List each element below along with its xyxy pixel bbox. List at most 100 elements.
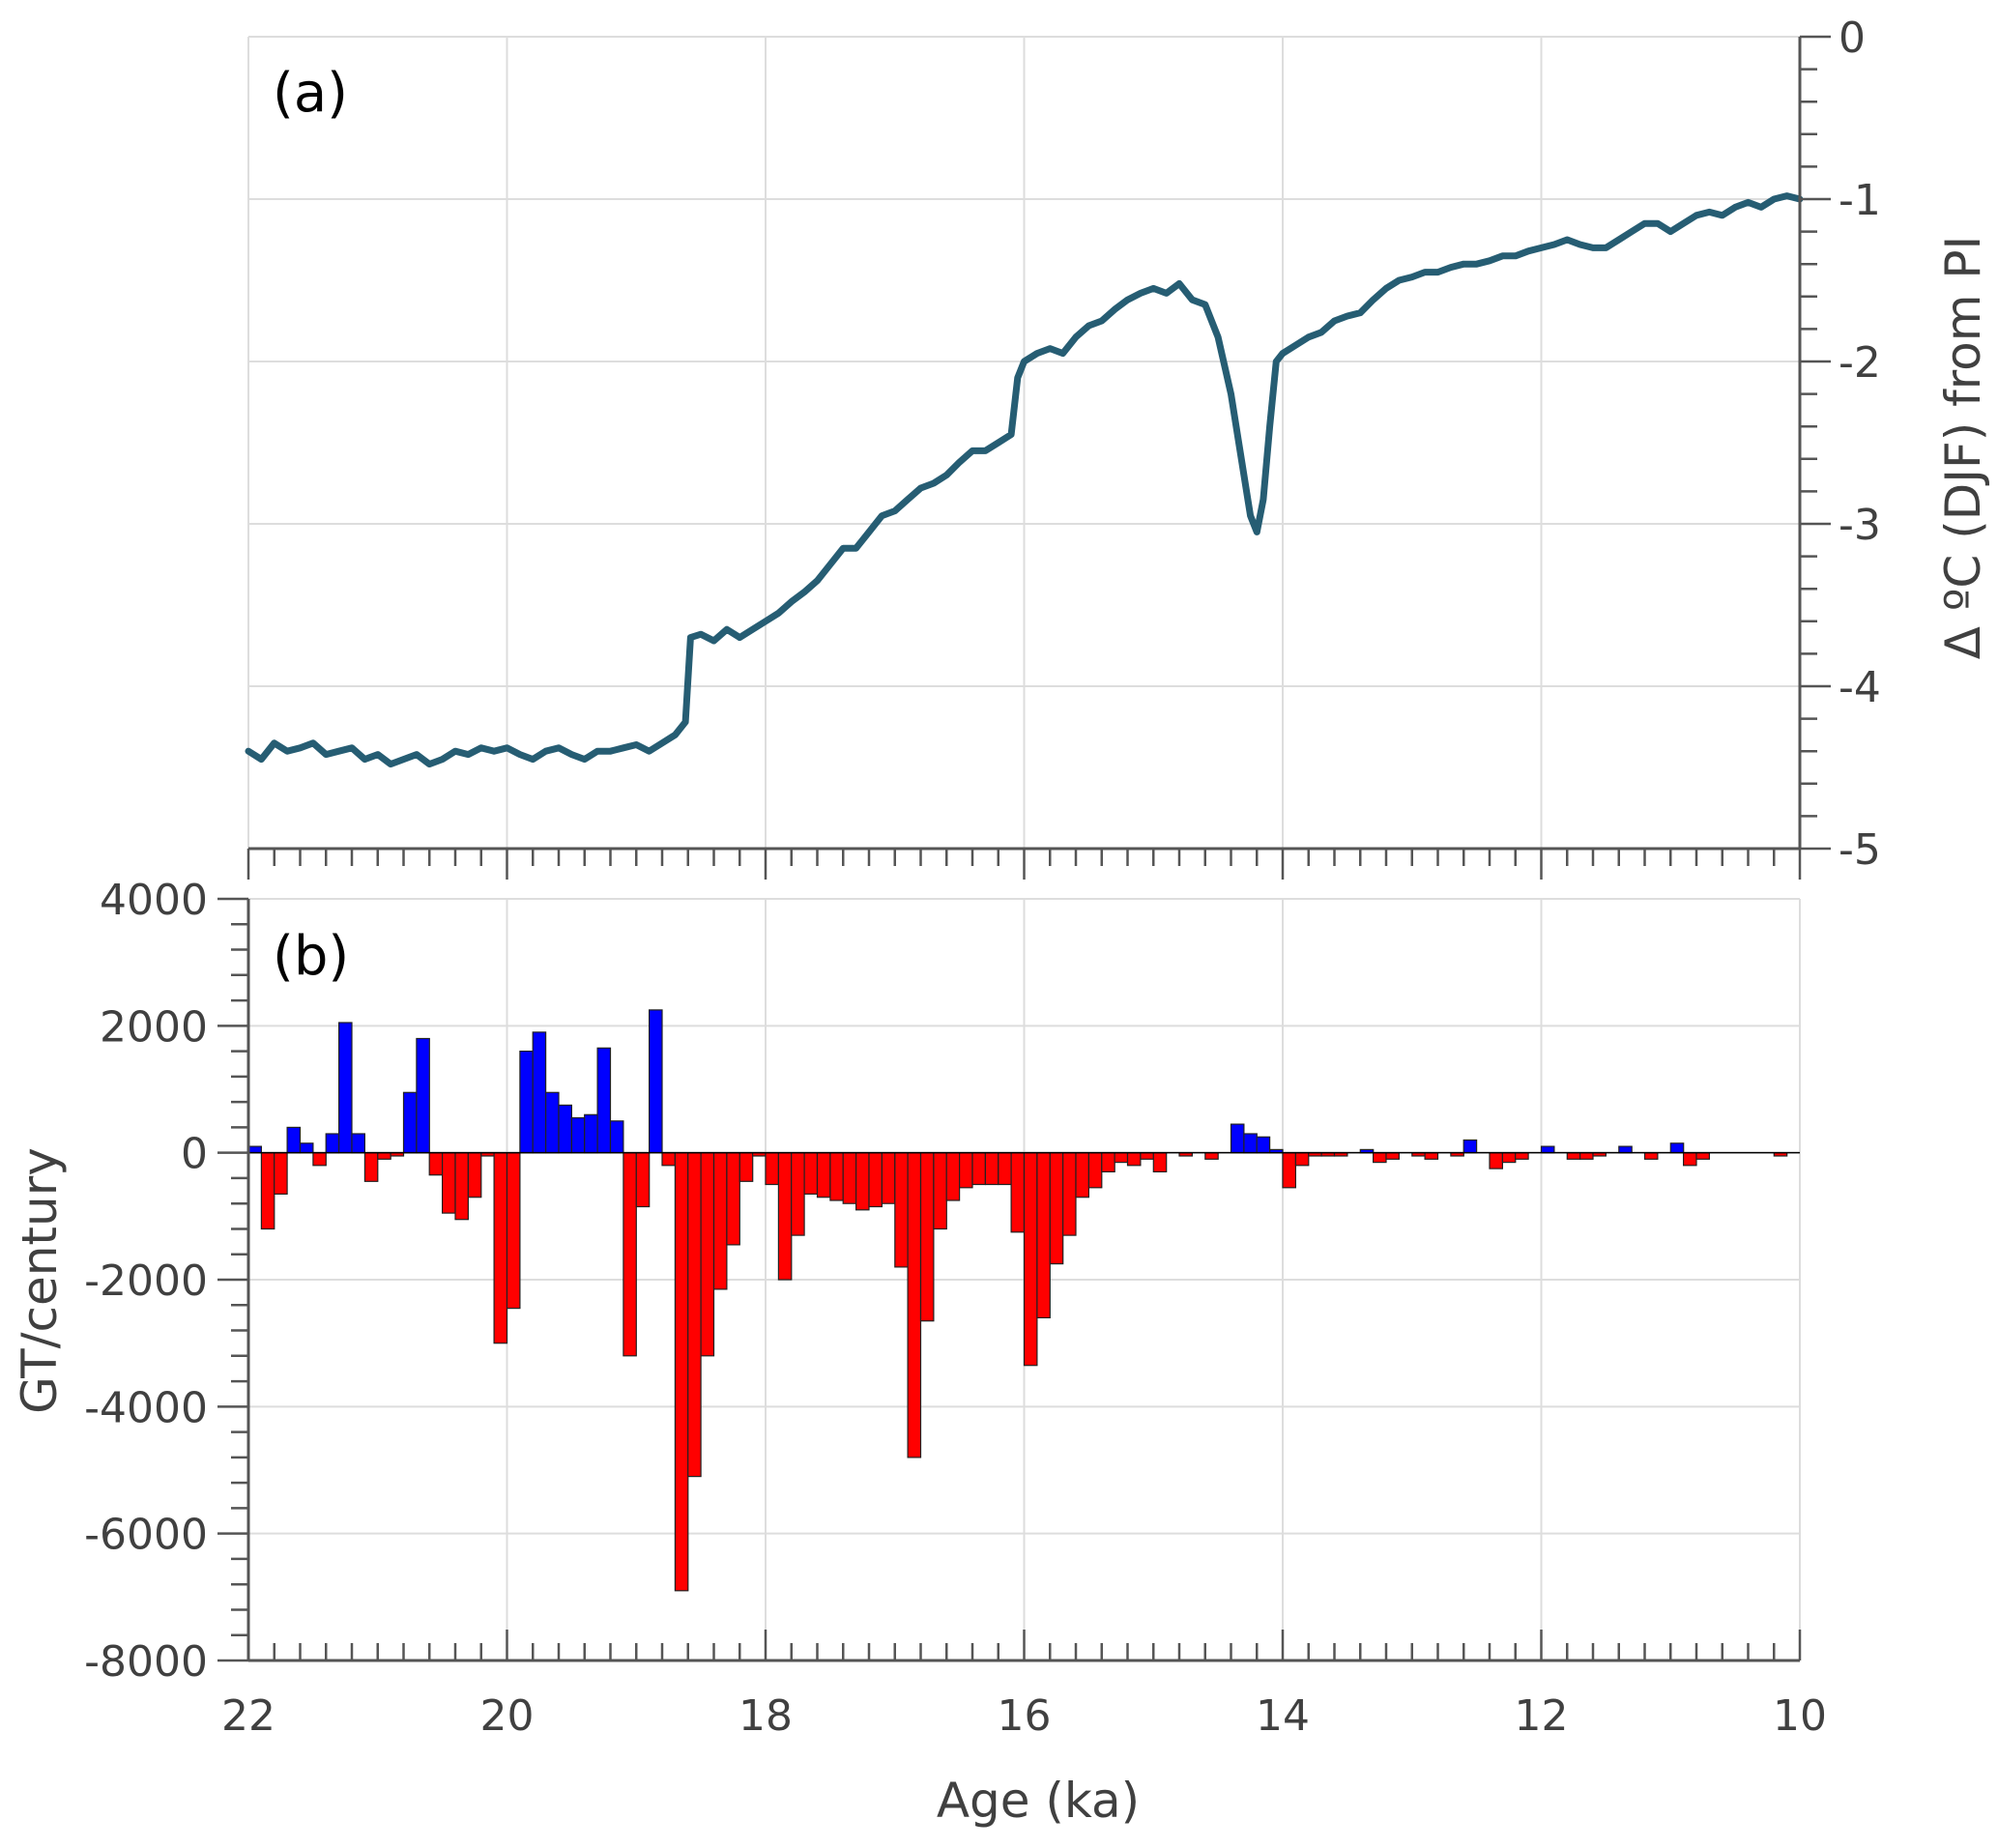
panel-b-x-tick-label-0: 22	[221, 1691, 275, 1741]
panel-b-bar-5	[312, 1152, 327, 1167]
panel-a-y-tick-label-0: 0	[1839, 14, 1866, 63]
panel-b-bar-98	[1515, 1152, 1529, 1160]
panel-b-bar-14	[428, 1152, 444, 1176]
panel-b-bar-33	[674, 1152, 689, 1592]
panel-b-bar-52	[919, 1152, 935, 1322]
panel-b-x-tick-labels: 22 20 18 16 14 12 10	[221, 1691, 1827, 1741]
panel-b-bar-70	[1152, 1152, 1168, 1172]
panel-b-bar-63	[1061, 1152, 1077, 1236]
panel-b-bar-4	[299, 1142, 314, 1154]
panel-b-y-tick-labels: 4000 2000 0 -2000 -4000 -6000 -8000	[84, 876, 208, 1687]
panel-b-axes	[217, 897, 1802, 1662]
panel-b-y-tick-label-3: -2000	[84, 1256, 208, 1306]
panel-b-bar-22	[532, 1031, 547, 1154]
panel-b-bar-9	[363, 1152, 379, 1182]
panel-b-bar-35	[700, 1152, 715, 1357]
panel-b-bar-60	[1023, 1152, 1038, 1367]
panel-a-y-axis-title: Δ ºC (DJF) from PI	[1935, 236, 1991, 660]
panel-b-bar-106	[1618, 1145, 1633, 1154]
panel-b-bar-74	[1204, 1152, 1219, 1160]
panel-b-bar-91	[1424, 1152, 1439, 1160]
panel-b-bar-45	[829, 1152, 844, 1201]
panel-b-bar-47	[854, 1152, 870, 1211]
panel-b-bar-42	[791, 1152, 805, 1236]
panel-b-bar-12	[402, 1091, 418, 1154]
panel-b-bar-23	[544, 1091, 560, 1154]
panel-b-bar-40	[765, 1152, 779, 1186]
panel-b-bar-10	[377, 1152, 391, 1160]
panel-b-bar-19	[493, 1152, 508, 1344]
panel-b-bar-3	[286, 1126, 302, 1154]
panel-b-x-tick-label-4: 14	[1256, 1691, 1310, 1741]
panel-b-label: (b)	[273, 925, 349, 988]
panel-b-bar-100	[1540, 1145, 1555, 1154]
panel-b-bar-48	[868, 1152, 883, 1208]
panel-a-y-tick-label-2: -2	[1839, 338, 1881, 388]
panel-b-y-tick-label-5: -6000	[84, 1511, 208, 1560]
panel-b-bar-65	[1087, 1152, 1103, 1189]
panel-b-x-tick-label-2: 18	[738, 1691, 793, 1741]
panel-b-bar-32	[661, 1152, 676, 1167]
panel-b-y-tick-label-2: 0	[181, 1130, 208, 1179]
panel-b-bar-2	[274, 1152, 288, 1195]
panel-b-bar-66	[1101, 1152, 1115, 1172]
panel-b-bar-20	[506, 1152, 521, 1310]
panel-b-bar-67	[1114, 1152, 1129, 1164]
panel-b-bar-51	[907, 1152, 922, 1458]
panel-b-bar-69	[1140, 1152, 1154, 1160]
panel-b-bar-6	[325, 1133, 340, 1154]
panel-b-mass-balance-bar-chart: 4000 2000 0 -2000 -4000 -6000 -8000 22 20 18 16 14…	[12, 876, 1827, 1829]
panel-b-bar-58	[998, 1152, 1012, 1186]
panel-b-x-tick-label-3: 16	[998, 1691, 1052, 1741]
panel-a-label: (a)	[273, 62, 348, 125]
panel-b-bar-88	[1385, 1152, 1400, 1160]
panel-b-bar-27	[596, 1047, 612, 1154]
panel-b-bar-102	[1566, 1152, 1581, 1160]
panel-b-bar-103	[1578, 1152, 1594, 1160]
panel-b-bar-1	[260, 1152, 275, 1230]
panel-b-bar-57	[984, 1152, 999, 1186]
panel-b-y-tick-label-0: 4000	[100, 876, 208, 925]
panel-b-bar-28	[609, 1120, 624, 1154]
panel-b-bar-111	[1682, 1152, 1697, 1167]
panel-a-y-tick-labels: 0 -1 -2 -3 -4 -5	[1839, 14, 1881, 875]
panel-b-bar-81	[1294, 1152, 1310, 1167]
panel-b-bar-13	[416, 1037, 430, 1154]
panel-b-bar-44	[816, 1152, 831, 1198]
panel-b-bar-94	[1462, 1139, 1478, 1154]
panel-b-bar-62	[1049, 1152, 1064, 1265]
panel-b-y-tick-label-6: -8000	[84, 1637, 208, 1687]
panel-b-bar-24	[558, 1104, 572, 1154]
panel-b-bar-36	[712, 1152, 728, 1290]
panel-b-bar-80	[1282, 1152, 1296, 1189]
panel-b-bars	[247, 1009, 1800, 1592]
panel-b-bar-110	[1669, 1142, 1685, 1154]
panel-b-x-tick-label-1: 20	[480, 1691, 535, 1741]
panel-b-bar-53	[933, 1152, 947, 1230]
panel-b-bar-49	[881, 1152, 896, 1204]
panel-b-y-tick-label-1: 2000	[100, 1002, 208, 1052]
panel-b-bar-46	[842, 1152, 857, 1204]
panel-b-bar-8	[351, 1133, 365, 1154]
panel-a-y-tick-label-1: -1	[1839, 176, 1881, 225]
panel-b-bar-108	[1643, 1152, 1659, 1160]
panel-b-bar-56	[971, 1152, 986, 1186]
panel-b-bar-97	[1501, 1152, 1517, 1164]
panel-b-bar-112	[1695, 1152, 1710, 1160]
panel-b-bar-59	[1010, 1152, 1026, 1233]
panel-b-bar-15	[442, 1152, 456, 1214]
panel-b-bar-61	[1036, 1152, 1051, 1318]
panel-b-bar-64	[1075, 1152, 1089, 1198]
panel-b-x-axis-title: Age (ka)	[937, 1773, 1140, 1829]
panel-a-y-tick-label-5: -5	[1839, 825, 1881, 875]
panel-a-y-tick-label-4: -4	[1839, 663, 1881, 712]
panel-b-bar-31	[648, 1009, 663, 1154]
panel-b-bar-16	[454, 1152, 469, 1221]
panel-b-bar-96	[1489, 1152, 1503, 1169]
panel-b-y-axis-title: GT/century	[12, 1147, 68, 1414]
panel-b-bar-29	[623, 1152, 637, 1357]
panel-b-bar-37	[726, 1152, 740, 1246]
panel-b-bar-25	[570, 1116, 586, 1154]
